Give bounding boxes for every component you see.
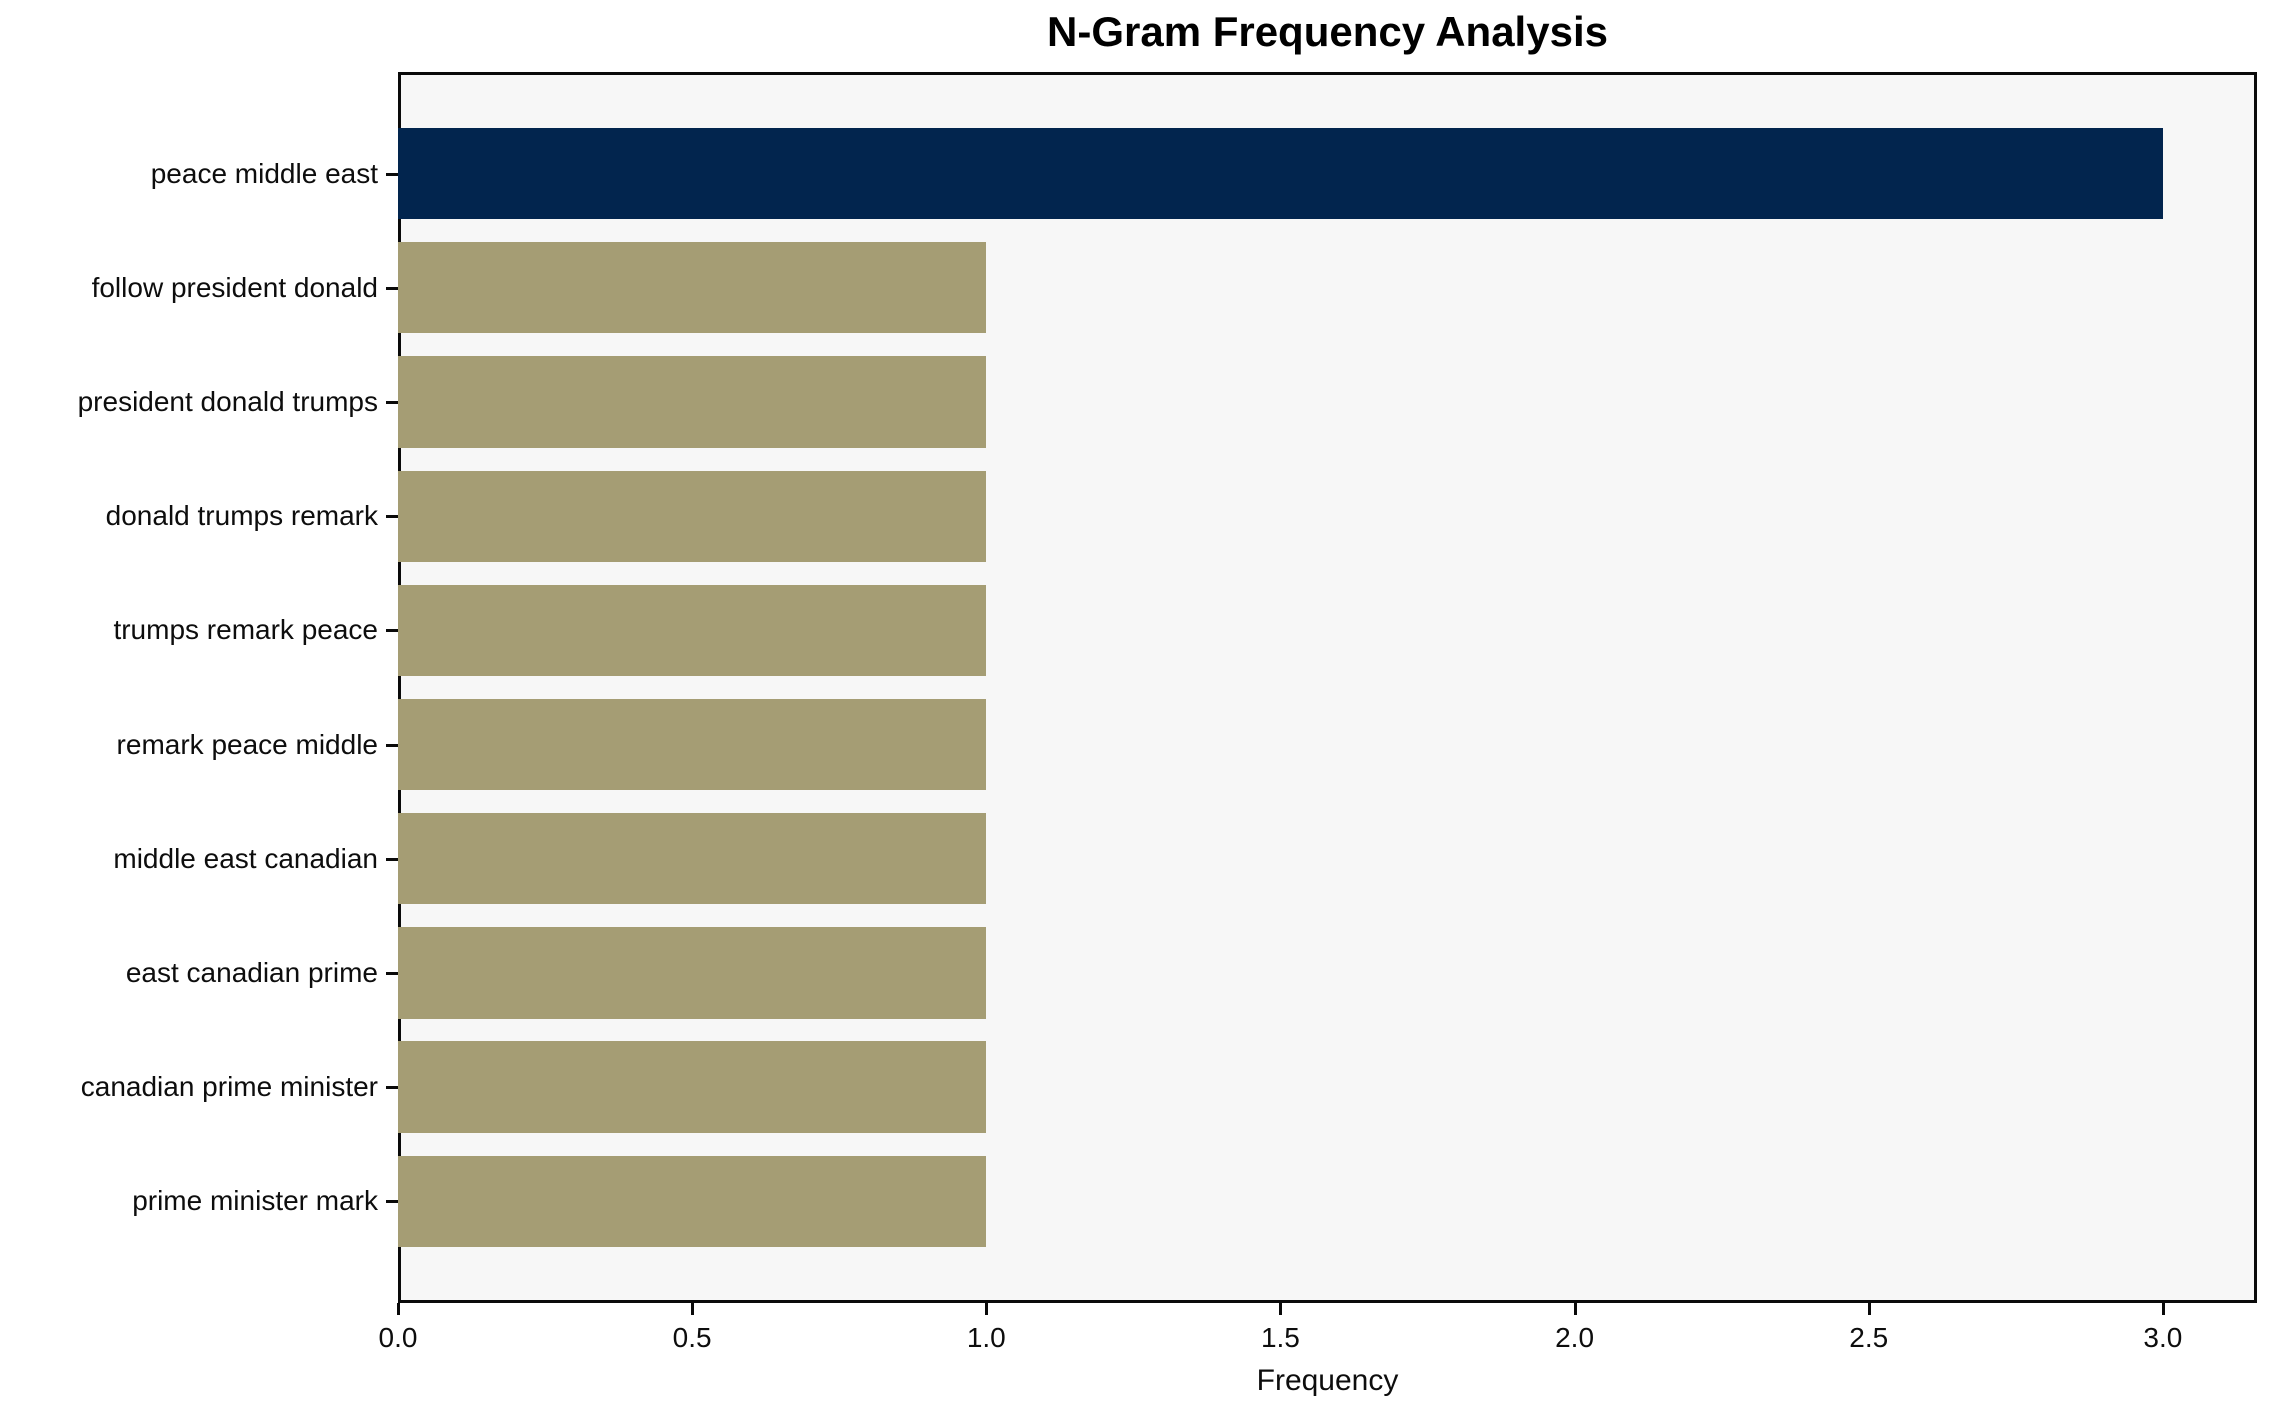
- x-tick-label: 2.5: [1849, 1322, 1889, 1353]
- bar-prime-minister-mark: [398, 1155, 987, 1248]
- bar-middle-east-canadian: [398, 813, 987, 905]
- y-tick-mark: [386, 1200, 398, 1204]
- x-tick-mark: [1573, 1303, 1577, 1315]
- bar-trumps-remark-peace: [398, 584, 987, 677]
- chart-title: N-Gram Frequency Analysis: [1047, 8, 1608, 55]
- bar-peace-middle-east: [398, 127, 2163, 220]
- y-tick-label: east canadian prime: [125, 956, 378, 988]
- y-tick-mark: [386, 401, 398, 405]
- y-tick-label: follow president donald: [91, 271, 378, 303]
- y-tick-label: president donald trumps: [77, 386, 378, 418]
- x-tick-mark: [985, 1303, 989, 1315]
- x-tick-label: 1.0: [966, 1322, 1006, 1353]
- y-tick-label: remark peace middle: [116, 728, 378, 760]
- bar-president-donald-trumps: [398, 356, 987, 448]
- x-tick-mark: [397, 1303, 400, 1315]
- y-tick-mark: [386, 629, 398, 633]
- x-tick-label: 3.0: [2143, 1322, 2183, 1353]
- bar-canadian-prime-minister: [398, 1041, 987, 1133]
- y-tick-label: prime minister mark: [132, 1185, 378, 1217]
- x-tick-label: 2.0: [1555, 1322, 1595, 1353]
- y-tick-label: donald trumps remark: [105, 500, 378, 532]
- y-tick-mark: [386, 743, 398, 747]
- y-tick-mark: [386, 515, 398, 519]
- x-tick-label: 0.0: [378, 1322, 418, 1353]
- y-tick-mark: [386, 172, 398, 176]
- x-tick-label: 1.5: [1260, 1322, 1300, 1353]
- plot-area: [398, 72, 2257, 1303]
- bar-remark-peace-middle: [398, 698, 987, 791]
- bars-layer: [398, 72, 2257, 1303]
- x-tick-mark: [1867, 1303, 1871, 1315]
- y-tick-label: peace middle east: [150, 157, 378, 189]
- y-tick-mark: [386, 1086, 398, 1090]
- x-tick-mark: [691, 1303, 695, 1315]
- y-tick-label: trumps remark peace: [113, 614, 378, 646]
- x-axis-title: Frequency: [1256, 1364, 1399, 1397]
- x-tick-label: 0.5: [672, 1322, 712, 1353]
- bar-follow-president-donald: [398, 242, 987, 334]
- y-tick-mark: [386, 286, 398, 290]
- y-tick-mark: [386, 971, 398, 975]
- y-tick-label: canadian prime minister: [80, 1071, 378, 1103]
- y-tick-mark: [386, 857, 398, 861]
- x-tick-mark: [2161, 1303, 2165, 1315]
- x-tick-mark: [1279, 1303, 1283, 1315]
- bar-east-canadian-prime: [398, 927, 987, 1019]
- y-tick-label: middle east canadian: [113, 842, 378, 874]
- bar-donald-trumps-remark: [398, 470, 987, 562]
